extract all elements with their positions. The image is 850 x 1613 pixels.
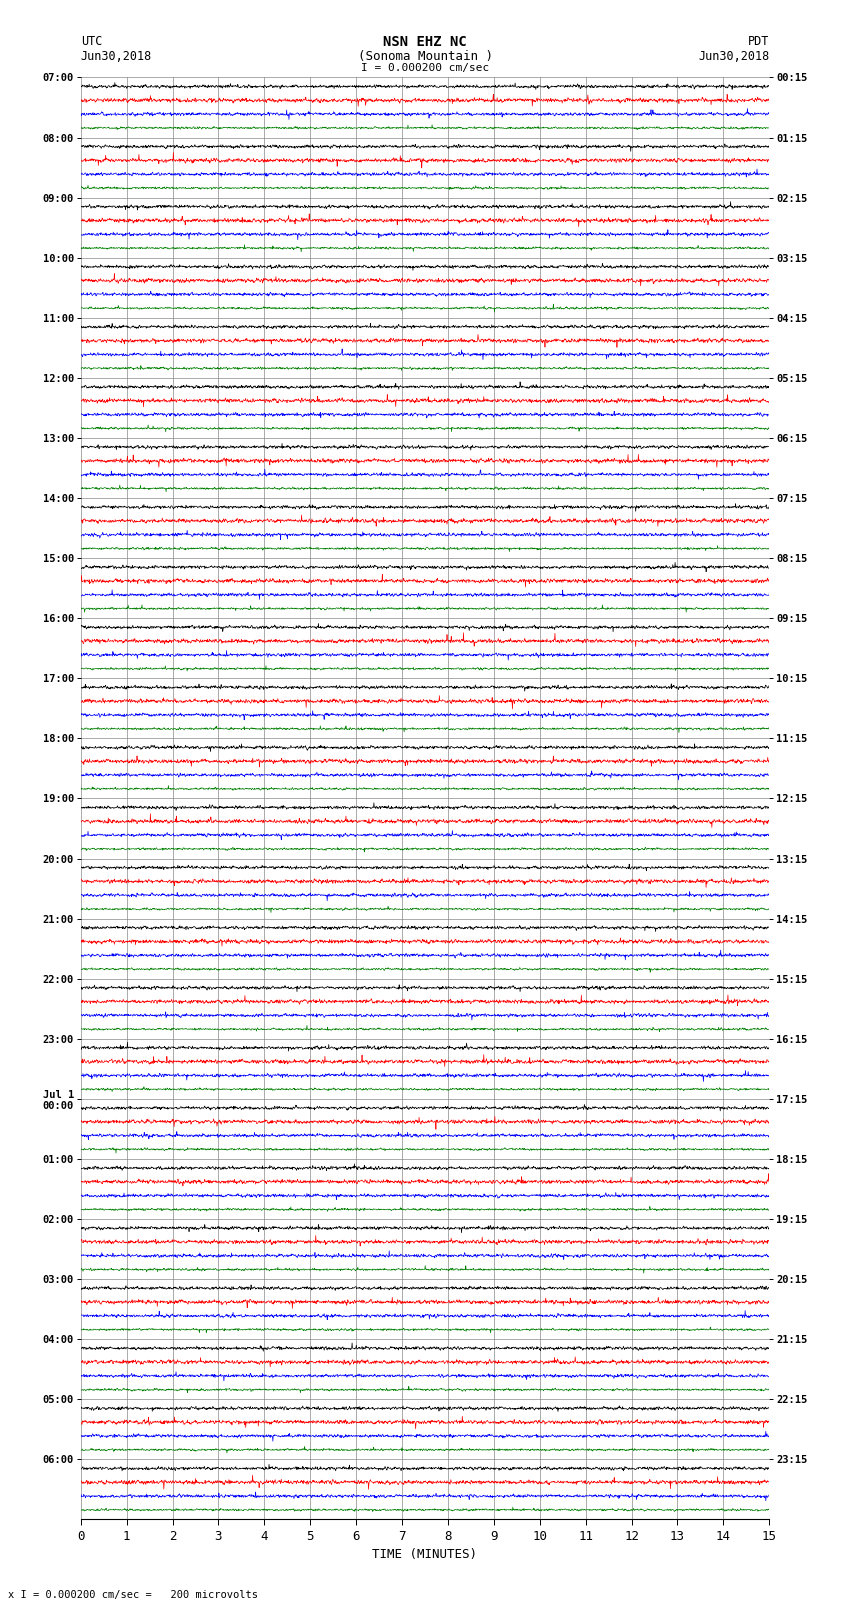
Text: Jun30,2018: Jun30,2018 [698,50,769,63]
Text: x I = 0.000200 cm/sec =   200 microvolts: x I = 0.000200 cm/sec = 200 microvolts [8,1590,258,1600]
Text: PDT: PDT [748,35,769,48]
Text: NSN EHZ NC: NSN EHZ NC [383,35,467,50]
X-axis label: TIME (MINUTES): TIME (MINUTES) [372,1548,478,1561]
Text: Jun30,2018: Jun30,2018 [81,50,152,63]
Text: (Sonoma Mountain ): (Sonoma Mountain ) [358,50,492,63]
Text: I = 0.000200 cm/sec: I = 0.000200 cm/sec [361,63,489,73]
Text: UTC: UTC [81,35,102,48]
